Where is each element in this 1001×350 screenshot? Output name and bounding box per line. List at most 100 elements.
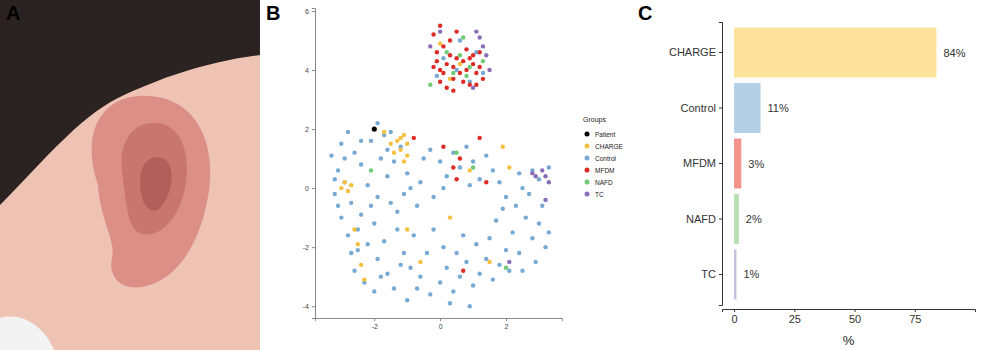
point: [431, 32, 435, 36]
point: [464, 68, 468, 72]
point: [395, 139, 399, 143]
point: [537, 221, 541, 225]
x-axis: -202: [316, 318, 563, 330]
y-tick-mark: [719, 52, 722, 53]
point: [517, 251, 521, 255]
y-tick-label: CHARGE: [669, 46, 716, 58]
point: [497, 180, 501, 184]
point: [484, 153, 488, 157]
point: [342, 180, 346, 184]
point: [547, 230, 551, 234]
point: [487, 236, 491, 240]
data-label: 11%: [768, 102, 789, 114]
y-tick-mark: [312, 306, 315, 307]
y-tick: NAFD: [686, 213, 722, 225]
point: [471, 53, 475, 57]
point: [392, 286, 396, 290]
point: [412, 136, 416, 140]
x-tick-mark: [734, 309, 735, 312]
x-tick-mark: [440, 318, 441, 321]
point: [491, 277, 495, 281]
point: [438, 29, 442, 33]
panel-label: B: [266, 2, 280, 24]
point: [540, 204, 544, 208]
point: [395, 227, 399, 231]
y-tick-mark: [719, 218, 722, 219]
point: [451, 165, 455, 169]
point: [471, 283, 475, 287]
legend-swatch: [585, 132, 590, 137]
x-axis: 0255075: [723, 309, 976, 325]
y-tick: 6: [305, 8, 315, 15]
point: [372, 221, 376, 225]
point: [533, 260, 537, 264]
point: [481, 59, 485, 63]
photo-skin: [0, 0, 260, 350]
point: [458, 62, 462, 66]
point: [461, 35, 465, 39]
y-tick-mark: [312, 70, 315, 71]
point: [425, 251, 429, 255]
x-tick-mark: [915, 309, 916, 312]
point: [461, 233, 465, 237]
point: [372, 289, 376, 293]
bars: [734, 28, 936, 300]
point: [398, 148, 402, 152]
point: [385, 174, 389, 178]
point: [464, 74, 468, 78]
x-tick-mark: [794, 309, 795, 312]
point: [507, 165, 511, 169]
point: [438, 68, 442, 72]
point: [527, 192, 531, 196]
point: [435, 50, 439, 54]
point: [468, 183, 472, 187]
point: [398, 263, 402, 267]
y-tick-label: 6: [305, 8, 309, 15]
y-axis-line: [312, 9, 316, 319]
point: [477, 65, 481, 69]
x-tick: 2: [505, 318, 509, 330]
y-tick-mark: [719, 108, 722, 109]
point: [514, 204, 518, 208]
point: [520, 269, 524, 273]
point: [448, 38, 452, 42]
point: [481, 44, 485, 48]
point: [428, 292, 432, 296]
legend-label: Patient: [595, 131, 615, 138]
point: [438, 41, 442, 45]
legend-swatch: [585, 192, 590, 197]
point: [379, 156, 383, 160]
data-label: 2%: [746, 213, 762, 225]
x-tick: -2: [372, 318, 378, 330]
legend-item: Patient: [585, 131, 616, 138]
point: [477, 50, 481, 54]
series-points: [428, 29, 551, 264]
point: [468, 65, 472, 69]
point: [477, 35, 481, 39]
point: [487, 68, 491, 72]
point: [497, 263, 501, 267]
point: [339, 186, 343, 190]
point: [468, 83, 472, 87]
data-label: 3%: [748, 158, 764, 170]
point: [484, 180, 488, 184]
legend: GroupsPatientCHARGEControlMFDMNAFDTC: [583, 116, 623, 198]
point: [408, 266, 412, 270]
point: [471, 86, 475, 90]
y-axis-line: [719, 23, 723, 306]
point: [405, 171, 409, 175]
point: [349, 251, 353, 255]
point: [464, 145, 468, 149]
point: [336, 168, 340, 172]
point: [365, 242, 369, 246]
point: [352, 150, 356, 154]
point: [451, 77, 455, 81]
point: [389, 201, 393, 205]
point: [438, 24, 442, 28]
point: [441, 44, 445, 48]
point: [356, 242, 360, 246]
point: [474, 83, 478, 87]
point: [405, 227, 409, 231]
point: [438, 280, 442, 284]
legend-label: TC: [595, 191, 604, 198]
